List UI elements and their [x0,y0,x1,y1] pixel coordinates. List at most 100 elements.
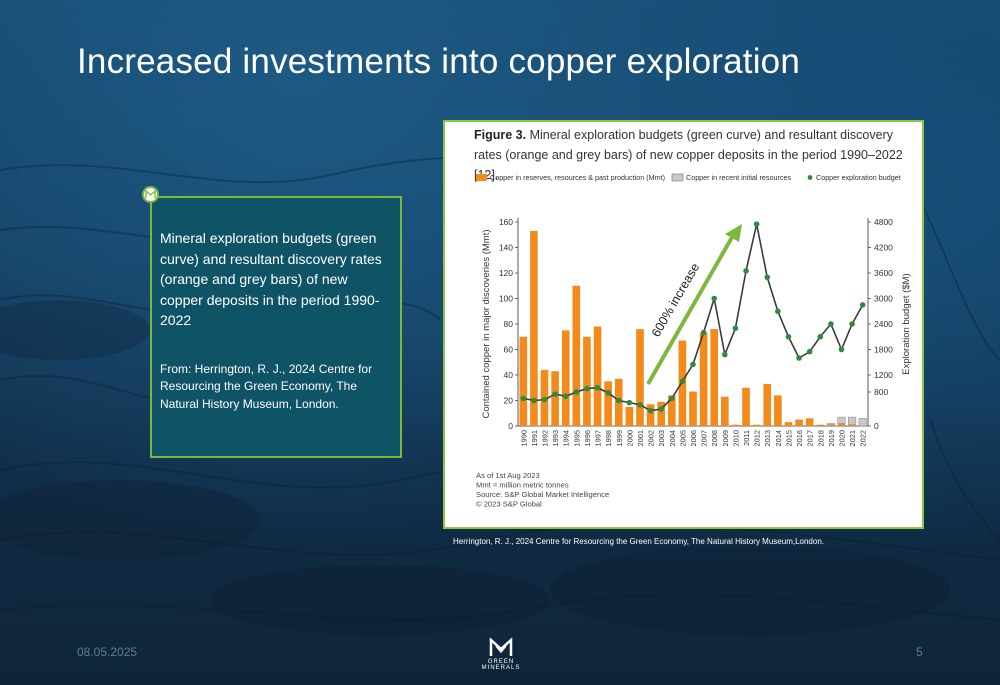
y-tick-label-left: 40 [504,370,514,380]
y-tick-label-left: 120 [499,268,513,278]
bar-reserves [572,285,581,426]
budget-point [594,384,601,391]
budget-point [732,325,739,332]
x-tick-label: 2018 [816,430,825,446]
budget-point [859,302,866,308]
bar-reserves [646,404,655,426]
budget-point [668,395,675,402]
y-tick-label-right: 800 [874,387,888,397]
figure-caption: Herrington, R. J., 2024 Centre for Resou… [453,537,824,546]
y-tick-label-left: 160 [499,217,513,227]
x-tick-label: 1991 [530,430,539,446]
budget-point [838,346,845,353]
budget-point [775,308,781,315]
legend-label-budget: Copper exploration budget [816,173,901,182]
bar-reserves [636,329,644,426]
budget-point [700,329,707,336]
bar-reserves [530,230,538,426]
y-tick-label-right: 2400 [874,319,893,329]
budget-point [722,351,728,358]
y-axis-title-left: Contained copper in major discoveries (M… [481,229,492,418]
budget-point [531,397,537,404]
bar-reserves [816,424,825,426]
x-tick-label: 2005 [678,430,687,446]
bar-recent [837,416,846,424]
slide-title: Increased investments into copper explor… [77,42,801,81]
bar-reserves [699,332,708,426]
figure-note: As of 1st Aug 2023 [476,471,540,480]
bar-reserves [763,383,772,426]
x-tick-label: 2020 [837,430,846,446]
x-tick-label: 2015 [784,430,793,446]
x-tick-label: 2017 [806,430,815,446]
y-tick-label-right: 1200 [874,370,893,380]
budget-point [679,378,686,385]
x-tick-label: 2001 [636,430,645,446]
budget-point [573,389,580,395]
y-tick-label-right: 0 [874,421,879,431]
y-tick-label-right: 3600 [874,268,893,278]
bar-recent [858,418,867,427]
budget-point [764,274,771,281]
x-tick-label: 1999 [615,430,624,446]
budget-point [753,221,760,227]
x-tick-label: 1997 [594,430,603,446]
budget-point [541,396,548,403]
budget-point [626,399,633,406]
x-tick-label: 1990 [519,430,528,446]
bar-reserves [848,424,856,426]
legend-swatch-reserves [476,174,487,181]
budget-point [796,355,802,361]
y-tick-label-right: 4800 [874,217,893,227]
info-box: Mineral exploration budgets (green curve… [150,196,402,458]
legend-swatch-recent [671,173,684,182]
x-tick-label: 2021 [848,430,857,446]
budget-point [658,406,664,412]
bar-reserves [742,387,750,426]
bar-reserves [752,424,761,426]
bar-reserves [784,422,793,426]
budget-point [743,268,749,274]
bar-reserves [519,336,528,426]
bar-reserves [604,381,612,426]
x-tick-label: 2004 [668,430,677,446]
bar-reserves [837,423,846,426]
budget-point [520,395,527,402]
budget-point [849,321,855,327]
legend-marker-budget [807,175,813,180]
x-tick-label: 2010 [731,430,740,446]
y-tick-label-left: 140 [499,243,513,253]
budget-point [690,361,696,368]
bar-reserves [657,401,665,426]
bar-reserves [689,391,697,426]
x-tick-label: 2016 [795,430,804,446]
y-tick-label-right: 1800 [874,345,893,355]
bar-recent [848,416,857,425]
y-tick-label-left: 80 [504,319,514,329]
x-tick-label: 2008 [710,430,719,446]
budget-point [584,385,590,392]
bar-reserves [593,326,602,426]
figure-note: Mmt = million metric tonnes [476,481,569,490]
budget-point [817,333,824,340]
x-tick-label: 2022 [859,430,868,446]
x-tick-label: 2003 [657,430,666,446]
y-tick-label-left: 60 [504,345,514,355]
x-tick-label: 2012 [753,430,762,446]
y-tick-label-right: 3000 [874,294,893,304]
info-description: Mineral exploration budgets (green curve… [160,230,382,329]
budget-point [605,390,611,396]
budget-point [562,393,569,400]
budget-point [615,397,622,404]
bar-reserves [795,419,803,426]
budget-point [785,333,792,340]
x-tick-label: 1996 [583,430,592,446]
bar-reserves [721,396,729,426]
bar-reserves [625,406,634,426]
legend-label-recent: Copper in recent initial resources [686,173,791,182]
x-tick-label: 1994 [562,430,571,446]
budget-point [711,295,718,302]
figure-label: Figure 3. [474,128,527,142]
exploration-chart: Copper in reserves, resources & past pro… [476,173,912,509]
bar-recent [826,423,835,425]
